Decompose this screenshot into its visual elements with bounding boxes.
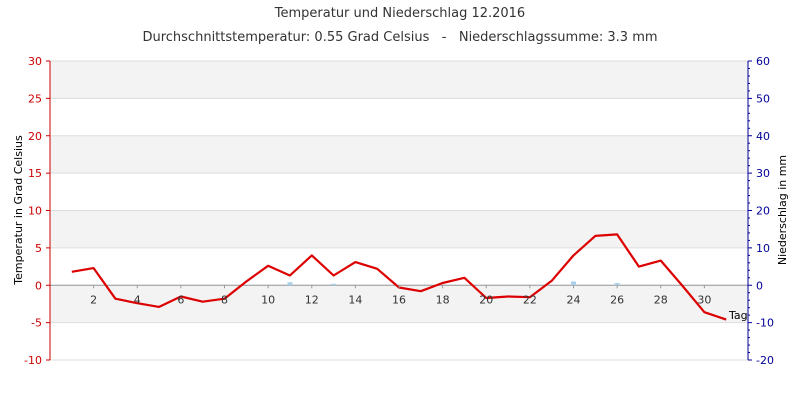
left-axis-tick-label: 5 xyxy=(35,242,42,255)
chart-subtitle: Durchschnittstemperatur: 0.55 Grad Celsi… xyxy=(142,30,657,45)
left-axis-tick-label: 25 xyxy=(28,92,42,105)
left-axis-tick-label: 15 xyxy=(28,167,42,180)
left-axis-tick-label: 20 xyxy=(28,130,42,143)
right-axis-tick-label: 20 xyxy=(756,205,770,218)
right-axis-tick-label: 50 xyxy=(756,92,770,105)
right-axis-tick-label: 0 xyxy=(756,279,763,292)
plot-band xyxy=(50,135,748,174)
y2-axis-label: Niederschlag in mm xyxy=(776,155,789,265)
x-axis-tick-label: 16 xyxy=(392,293,406,306)
x-axis-tick-label: 22 xyxy=(523,293,537,306)
precipitation-bars xyxy=(287,281,620,286)
precipitation-bar xyxy=(331,283,337,286)
x-axis-tick-label: 6 xyxy=(177,293,184,306)
left-axis-tick-label: 0 xyxy=(35,279,42,292)
chart-title: Temperatur und Niederschlag 12.2016 xyxy=(274,6,525,21)
plot-band xyxy=(50,173,748,211)
left-axis-tick-label: 10 xyxy=(28,205,42,218)
x-axis-tick-label: 24 xyxy=(567,293,581,306)
right-axis-tick-label: 60 xyxy=(756,55,770,68)
left-y-axis: -10 -5 0 5 10 15 20 25 30 xyxy=(24,55,51,367)
x-axis-tick-label: 30 xyxy=(697,293,711,306)
x-axis-tick-label: 18 xyxy=(436,293,450,306)
plot-background-bands xyxy=(50,61,748,360)
y-axis-label: Temperatur in Grad Celsius xyxy=(12,135,25,286)
right-axis-tick-label: -10 xyxy=(756,317,774,330)
plot-band xyxy=(50,247,748,286)
x-axis-tick-label: 8 xyxy=(221,293,228,306)
left-axis-tick-label: 30 xyxy=(28,55,42,68)
x-axis-tick-label: 2 xyxy=(90,293,97,306)
plot-band xyxy=(50,98,748,136)
precipitation-bar xyxy=(614,283,620,286)
x-axis-tick-label: 14 xyxy=(348,293,362,306)
plot-band xyxy=(50,322,748,360)
precipitation-bar xyxy=(287,282,293,286)
right-axis-tick-label: 40 xyxy=(756,130,770,143)
left-axis-tick-label: -10 xyxy=(24,354,42,367)
x-axis-tick-label: 4 xyxy=(134,293,141,306)
plot-band xyxy=(50,210,748,248)
right-axis-tick-label: 10 xyxy=(756,242,770,255)
x-axis-tick-label: 12 xyxy=(305,293,319,306)
x-axis-ticks: 2 4 6 8 10 12 14 16 18 20 22 24 26 28 30 xyxy=(90,285,711,306)
right-axis-tick-label: 30 xyxy=(756,167,770,180)
plot-band xyxy=(50,61,748,99)
x-axis-tick-label: 28 xyxy=(654,293,668,306)
precipitation-bar xyxy=(571,281,576,286)
right-axis-tick-label: -20 xyxy=(756,354,774,367)
right-y-axis: -20 -10 0 10 20 30 40 50 60 xyxy=(747,55,774,367)
x-axis-tick-label: 20 xyxy=(479,293,493,306)
x-axis-label: Tag xyxy=(728,309,748,322)
x-axis-tick-label: 26 xyxy=(610,293,624,306)
x-axis-tick-label: 10 xyxy=(261,293,275,306)
left-axis-tick-label: -5 xyxy=(31,317,42,330)
